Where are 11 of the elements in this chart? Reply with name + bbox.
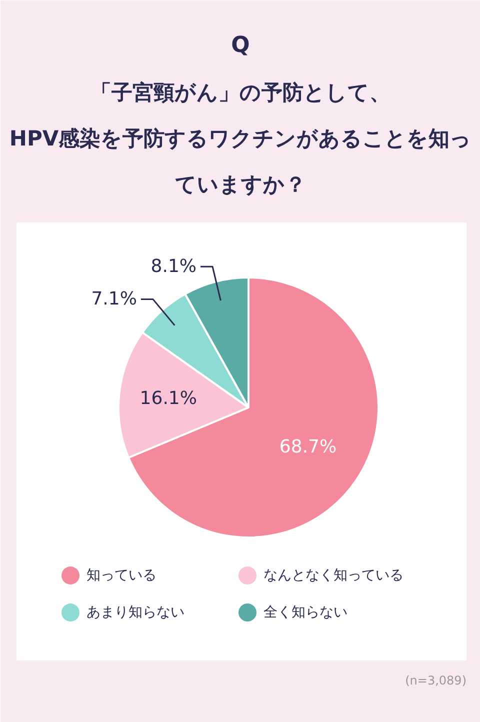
- legend-label: あまり知らない: [86, 604, 184, 620]
- legend-label: 知っている: [86, 568, 156, 584]
- chart-title: Q: [231, 33, 250, 58]
- data-label: 7.1%: [91, 288, 137, 310]
- legend-label: 全く知らない: [264, 604, 348, 620]
- data-label: 68.7%: [279, 436, 337, 458]
- data-label: 16.1%: [140, 388, 197, 410]
- legend-label: なんとなく知っている: [264, 568, 404, 584]
- text: (n=3,089): [405, 674, 467, 688]
- chart-subtitle: 「子宮頸がん」の予防として、HPV感染を予防するワクチンがあることを知っていますか？: [9, 80, 472, 196]
- data-label: 8.1%: [150, 256, 197, 278]
